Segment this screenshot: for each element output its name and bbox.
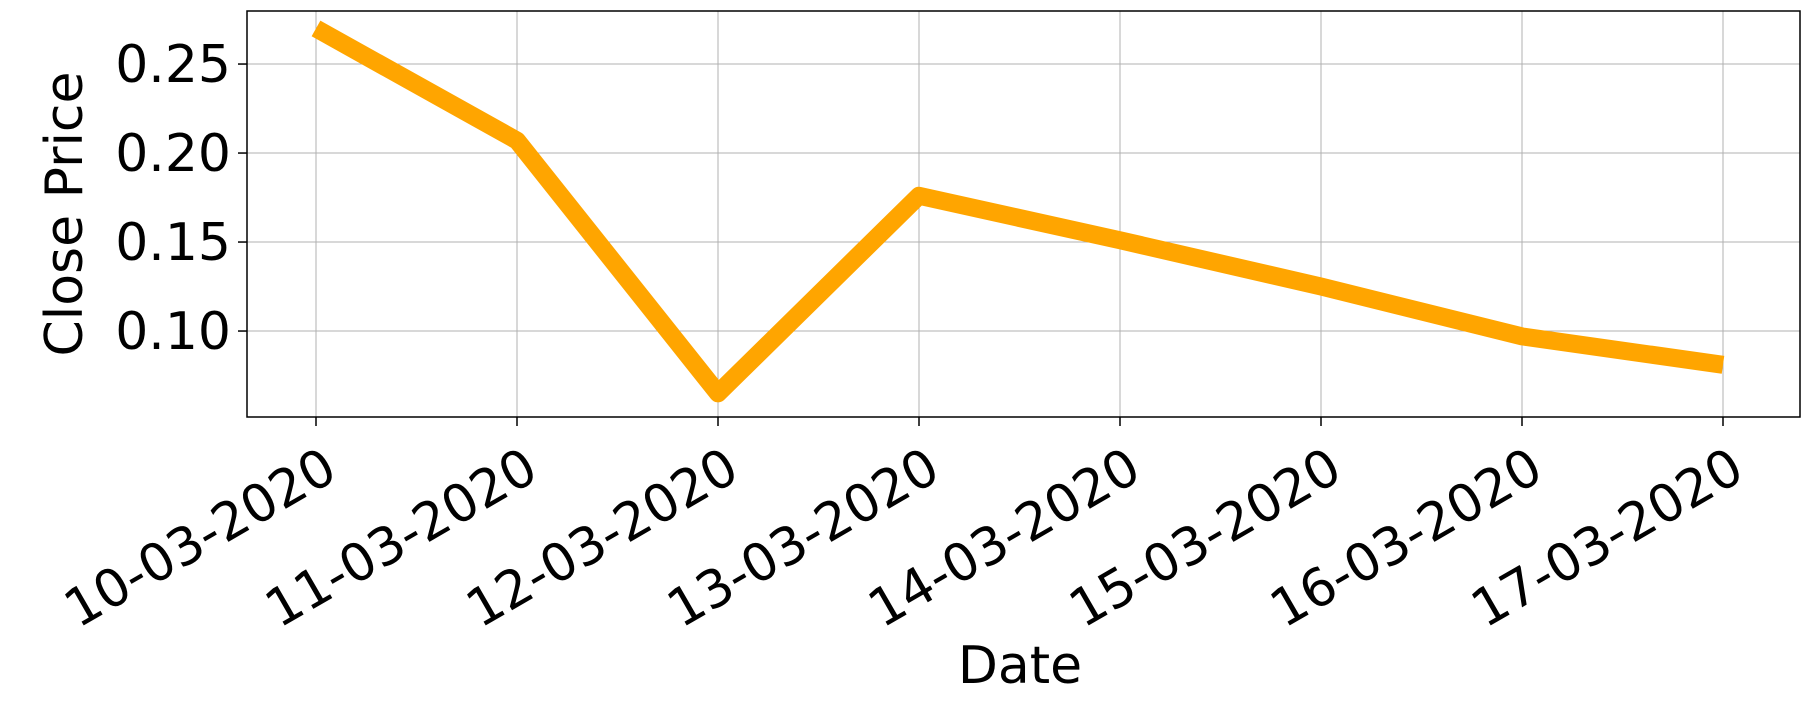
y-axis-ticks: 0.10 0.15 0.20 0.25 bbox=[115, 35, 247, 362]
y-tick-label: 0.15 bbox=[115, 213, 231, 273]
close-price-series-line bbox=[311, 20, 1725, 403]
y-tick-label: 0.20 bbox=[115, 124, 231, 184]
series-layer bbox=[311, 20, 1725, 403]
x-axis-ticks: 10-03-202011-03-202012-03-202013-03-2020… bbox=[55, 417, 1753, 640]
x-axis-title: Date bbox=[958, 636, 1082, 696]
y-tick-label: 0.25 bbox=[115, 35, 231, 95]
plot-area-frame bbox=[246, 10, 1801, 418]
y-axis-title: Close Price bbox=[35, 71, 95, 356]
y-tick-label: 0.10 bbox=[115, 302, 231, 362]
